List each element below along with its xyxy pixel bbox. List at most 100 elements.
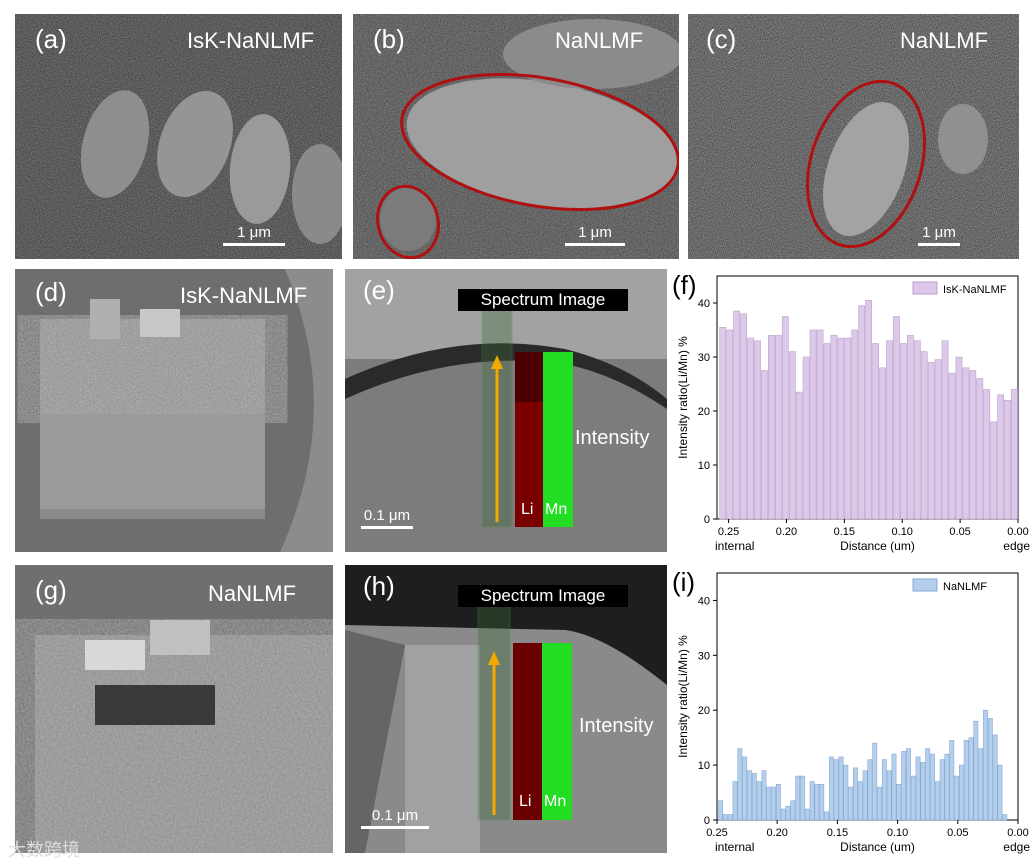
bar	[809, 329, 817, 520]
bar	[733, 310, 741, 520]
bar	[824, 811, 829, 821]
bar	[809, 781, 815, 821]
bar	[913, 340, 921, 520]
panel-d-fib-image: (d) IsK-NaNLMF	[15, 269, 333, 552]
panel-g-fib-image: (g) NaNLMF	[15, 565, 333, 853]
tem-image-h	[345, 565, 667, 853]
scale-bar: 1 μm	[565, 224, 625, 246]
x-tick-label: 0.15	[827, 827, 848, 839]
spectrum-image-label: Spectrum Image	[458, 585, 628, 607]
panel-label: (h)	[363, 571, 395, 601]
internal-label: internal	[715, 840, 754, 854]
legend-swatch	[912, 578, 938, 592]
sem-image-b	[353, 14, 679, 259]
y-tick-label: 40	[698, 595, 710, 607]
x-tick-label: 0.05	[947, 827, 968, 839]
scale-text: 1 μm	[578, 224, 612, 241]
bar	[828, 756, 834, 821]
bar	[891, 753, 897, 821]
bar	[795, 391, 803, 520]
y-tick-label: 20	[698, 406, 710, 418]
bar	[804, 808, 810, 821]
y-tick-label: 40	[698, 298, 710, 310]
scale-text: 0.1 μm	[371, 807, 419, 824]
bar	[934, 359, 942, 520]
bar	[862, 770, 868, 821]
legend-label: NaNLMF	[943, 581, 987, 593]
bar	[978, 748, 984, 821]
bar	[802, 356, 810, 520]
y-tick-label: 10	[698, 760, 710, 772]
bar	[973, 720, 979, 821]
panel-title: IsK-NaNLMF	[180, 283, 308, 308]
panel-label: (d)	[35, 277, 67, 307]
bar	[872, 742, 878, 821]
bar	[761, 370, 768, 520]
scale-bar: 1 μm	[223, 224, 285, 246]
bar	[927, 362, 935, 520]
y-axis-label: Intensity ratio(Li/Mn) %	[676, 336, 690, 459]
y-tick-label: 20	[698, 705, 710, 717]
bar	[949, 740, 955, 821]
bar	[990, 421, 998, 520]
bar	[848, 786, 854, 821]
bar	[893, 316, 900, 520]
bar	[795, 775, 801, 821]
x-tick-label: 0.05	[949, 526, 970, 538]
legend-swatch	[912, 281, 938, 295]
bar	[723, 814, 728, 821]
bar	[775, 784, 781, 821]
scale-bar: 0.1 μm	[361, 807, 429, 829]
bar	[939, 759, 945, 821]
internal-label: internal	[715, 539, 754, 553]
bar	[930, 753, 935, 821]
y-tick-label: 30	[698, 352, 710, 364]
bar	[906, 748, 911, 821]
bar	[983, 709, 988, 821]
y-tick-label: 10	[698, 460, 710, 472]
bar	[823, 343, 831, 520]
tem-image-e	[345, 269, 667, 552]
li-label: Li	[521, 501, 534, 518]
bar	[987, 718, 993, 821]
bar	[747, 337, 754, 520]
panel-a-sem-image: (a) IsK-NaNLMF 1 μm	[15, 14, 342, 259]
bar	[958, 764, 964, 821]
bar	[790, 800, 796, 821]
panel-label: (c)	[706, 24, 737, 54]
bar	[983, 389, 991, 520]
bar	[886, 770, 892, 821]
scale-text: 1 μm	[237, 224, 271, 241]
bar	[1002, 814, 1008, 821]
bar	[920, 762, 926, 821]
bar	[886, 340, 893, 520]
bar	[925, 748, 931, 821]
scale-text: 1 μm	[922, 224, 956, 241]
x-tick-label: 0.15	[834, 526, 855, 538]
bar	[780, 808, 786, 821]
chart-i-svg: 0 10 20 30 40 0.25 0.20 0.15 0.10 0.05 0.00 Intensi…	[676, 572, 1030, 854]
bar	[775, 335, 782, 520]
panel-i-chart: 0 10 20 30 40 0.25 0.20 0.15 0.10 0.05 0.00 Intensi…	[668, 563, 1032, 863]
panel-label: (i)	[672, 567, 696, 597]
edge-label: edge	[1003, 840, 1030, 854]
bar	[858, 305, 866, 520]
bar	[727, 814, 733, 821]
watermark-text: 大数跨境	[8, 840, 80, 861]
bar	[781, 316, 789, 520]
x-axis-label: Distance (um)	[840, 539, 915, 553]
bar	[944, 753, 950, 821]
bar	[718, 800, 724, 821]
x-tick-label: 0.10	[887, 827, 908, 839]
sem-image-a	[15, 14, 342, 259]
x-tick-label: 0.10	[892, 526, 913, 538]
y-tick-label: 0	[704, 815, 710, 827]
bar	[872, 343, 879, 520]
bar	[747, 770, 752, 821]
bar	[788, 351, 796, 520]
bar	[941, 340, 949, 520]
mn-label: Mn	[544, 793, 567, 810]
spectrum-image-label: Spectrum Image	[458, 289, 628, 311]
bar	[726, 329, 734, 520]
bar	[857, 781, 863, 821]
